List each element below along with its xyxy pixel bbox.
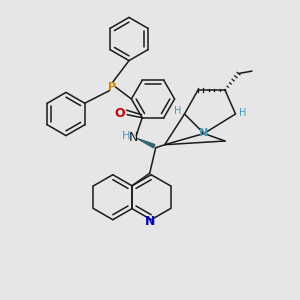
Text: N: N (128, 131, 138, 144)
Text: P: P (108, 82, 117, 92)
Text: H: H (239, 107, 247, 118)
Polygon shape (138, 139, 155, 148)
Text: N: N (200, 128, 208, 139)
Text: H: H (122, 131, 130, 141)
Text: N: N (145, 215, 155, 228)
Text: H: H (174, 106, 182, 116)
Text: O: O (114, 107, 125, 120)
